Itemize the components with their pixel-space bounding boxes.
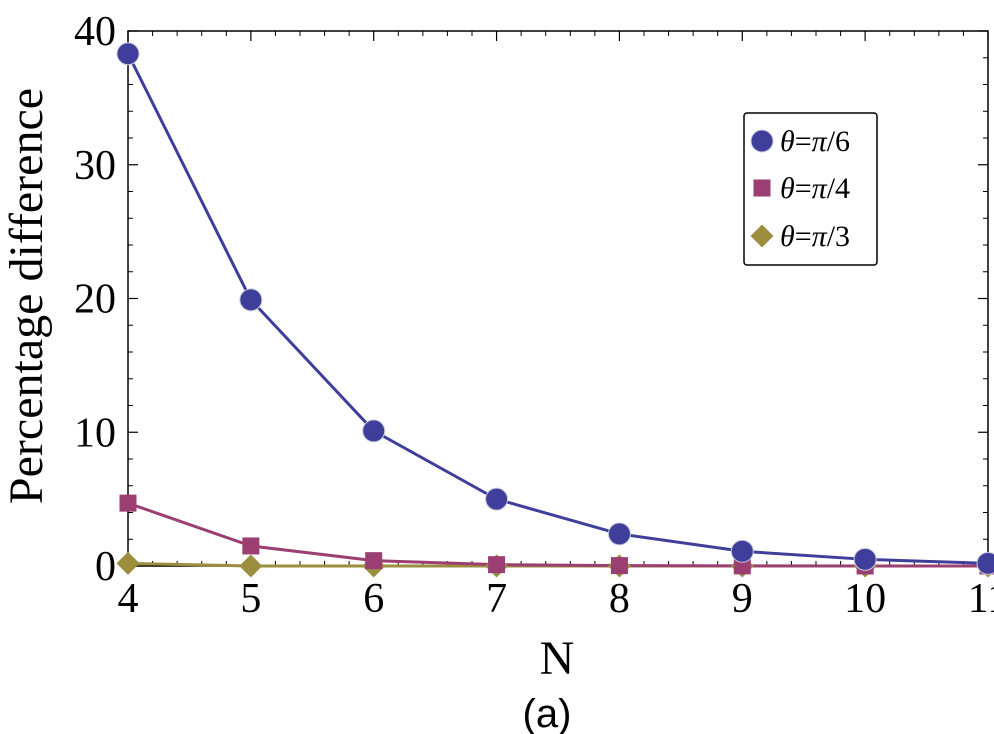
x-tick-label: 6: [363, 576, 384, 622]
legend-label: θ=π/3: [780, 220, 850, 253]
legend-label: θ=π/6: [780, 125, 850, 158]
series-line-circle: [126, 53, 989, 565]
legend-label: θ=π/4: [780, 172, 850, 205]
x-tick-label: 4: [118, 576, 139, 622]
data-point-circle: [853, 547, 877, 571]
y-tick-label: 30: [74, 143, 116, 189]
data-point-circle: [485, 487, 509, 511]
data-point-square: [365, 552, 383, 570]
x-tick-label: 5: [240, 576, 261, 622]
y-tick-label: 0: [95, 544, 116, 590]
series-markers: [116, 42, 994, 578]
data-point-square: [119, 494, 137, 512]
figure-caption: (a): [523, 692, 572, 734]
x-axis-ticks: 4 5 6 7 8 9 10 11: [118, 31, 994, 622]
series-lines: [126, 53, 989, 568]
legend-marker-square: [753, 179, 771, 197]
legend-marker-diamond: [750, 224, 774, 248]
x-tick-label: 11: [968, 576, 994, 622]
data-point-square: [488, 556, 506, 574]
y-tick-label: 40: [74, 9, 116, 55]
legend: θ=π/6 θ=π/4 θ=π/3: [743, 112, 878, 266]
legend-marker-circle: [750, 129, 774, 153]
data-point-diamond: [239, 554, 263, 578]
x-tick-label: 7: [486, 576, 507, 622]
data-point-square: [242, 537, 260, 555]
data-point-circle: [730, 539, 754, 563]
data-point-circle: [239, 288, 263, 312]
data-point-circle: [116, 42, 140, 66]
y-axis-title: Percentage difference: [0, 88, 53, 504]
data-point-circle: [976, 551, 994, 575]
x-tick-label: 10: [844, 576, 886, 622]
data-point-diamond: [116, 551, 140, 575]
y-tick-label: 20: [74, 277, 116, 323]
data-point-circle: [607, 522, 631, 546]
x-tick-label: 8: [609, 576, 630, 622]
x-tick-label: 9: [732, 576, 753, 622]
y-tick-label: 10: [74, 410, 116, 456]
series-line-square: [127, 501, 988, 568]
legend-box: [743, 112, 878, 266]
data-point-circle: [362, 419, 386, 443]
y-axis-ticks: 0 10 20 30 40: [74, 9, 988, 590]
x-axis-title: N: [540, 632, 575, 685]
data-point-square: [610, 557, 628, 575]
